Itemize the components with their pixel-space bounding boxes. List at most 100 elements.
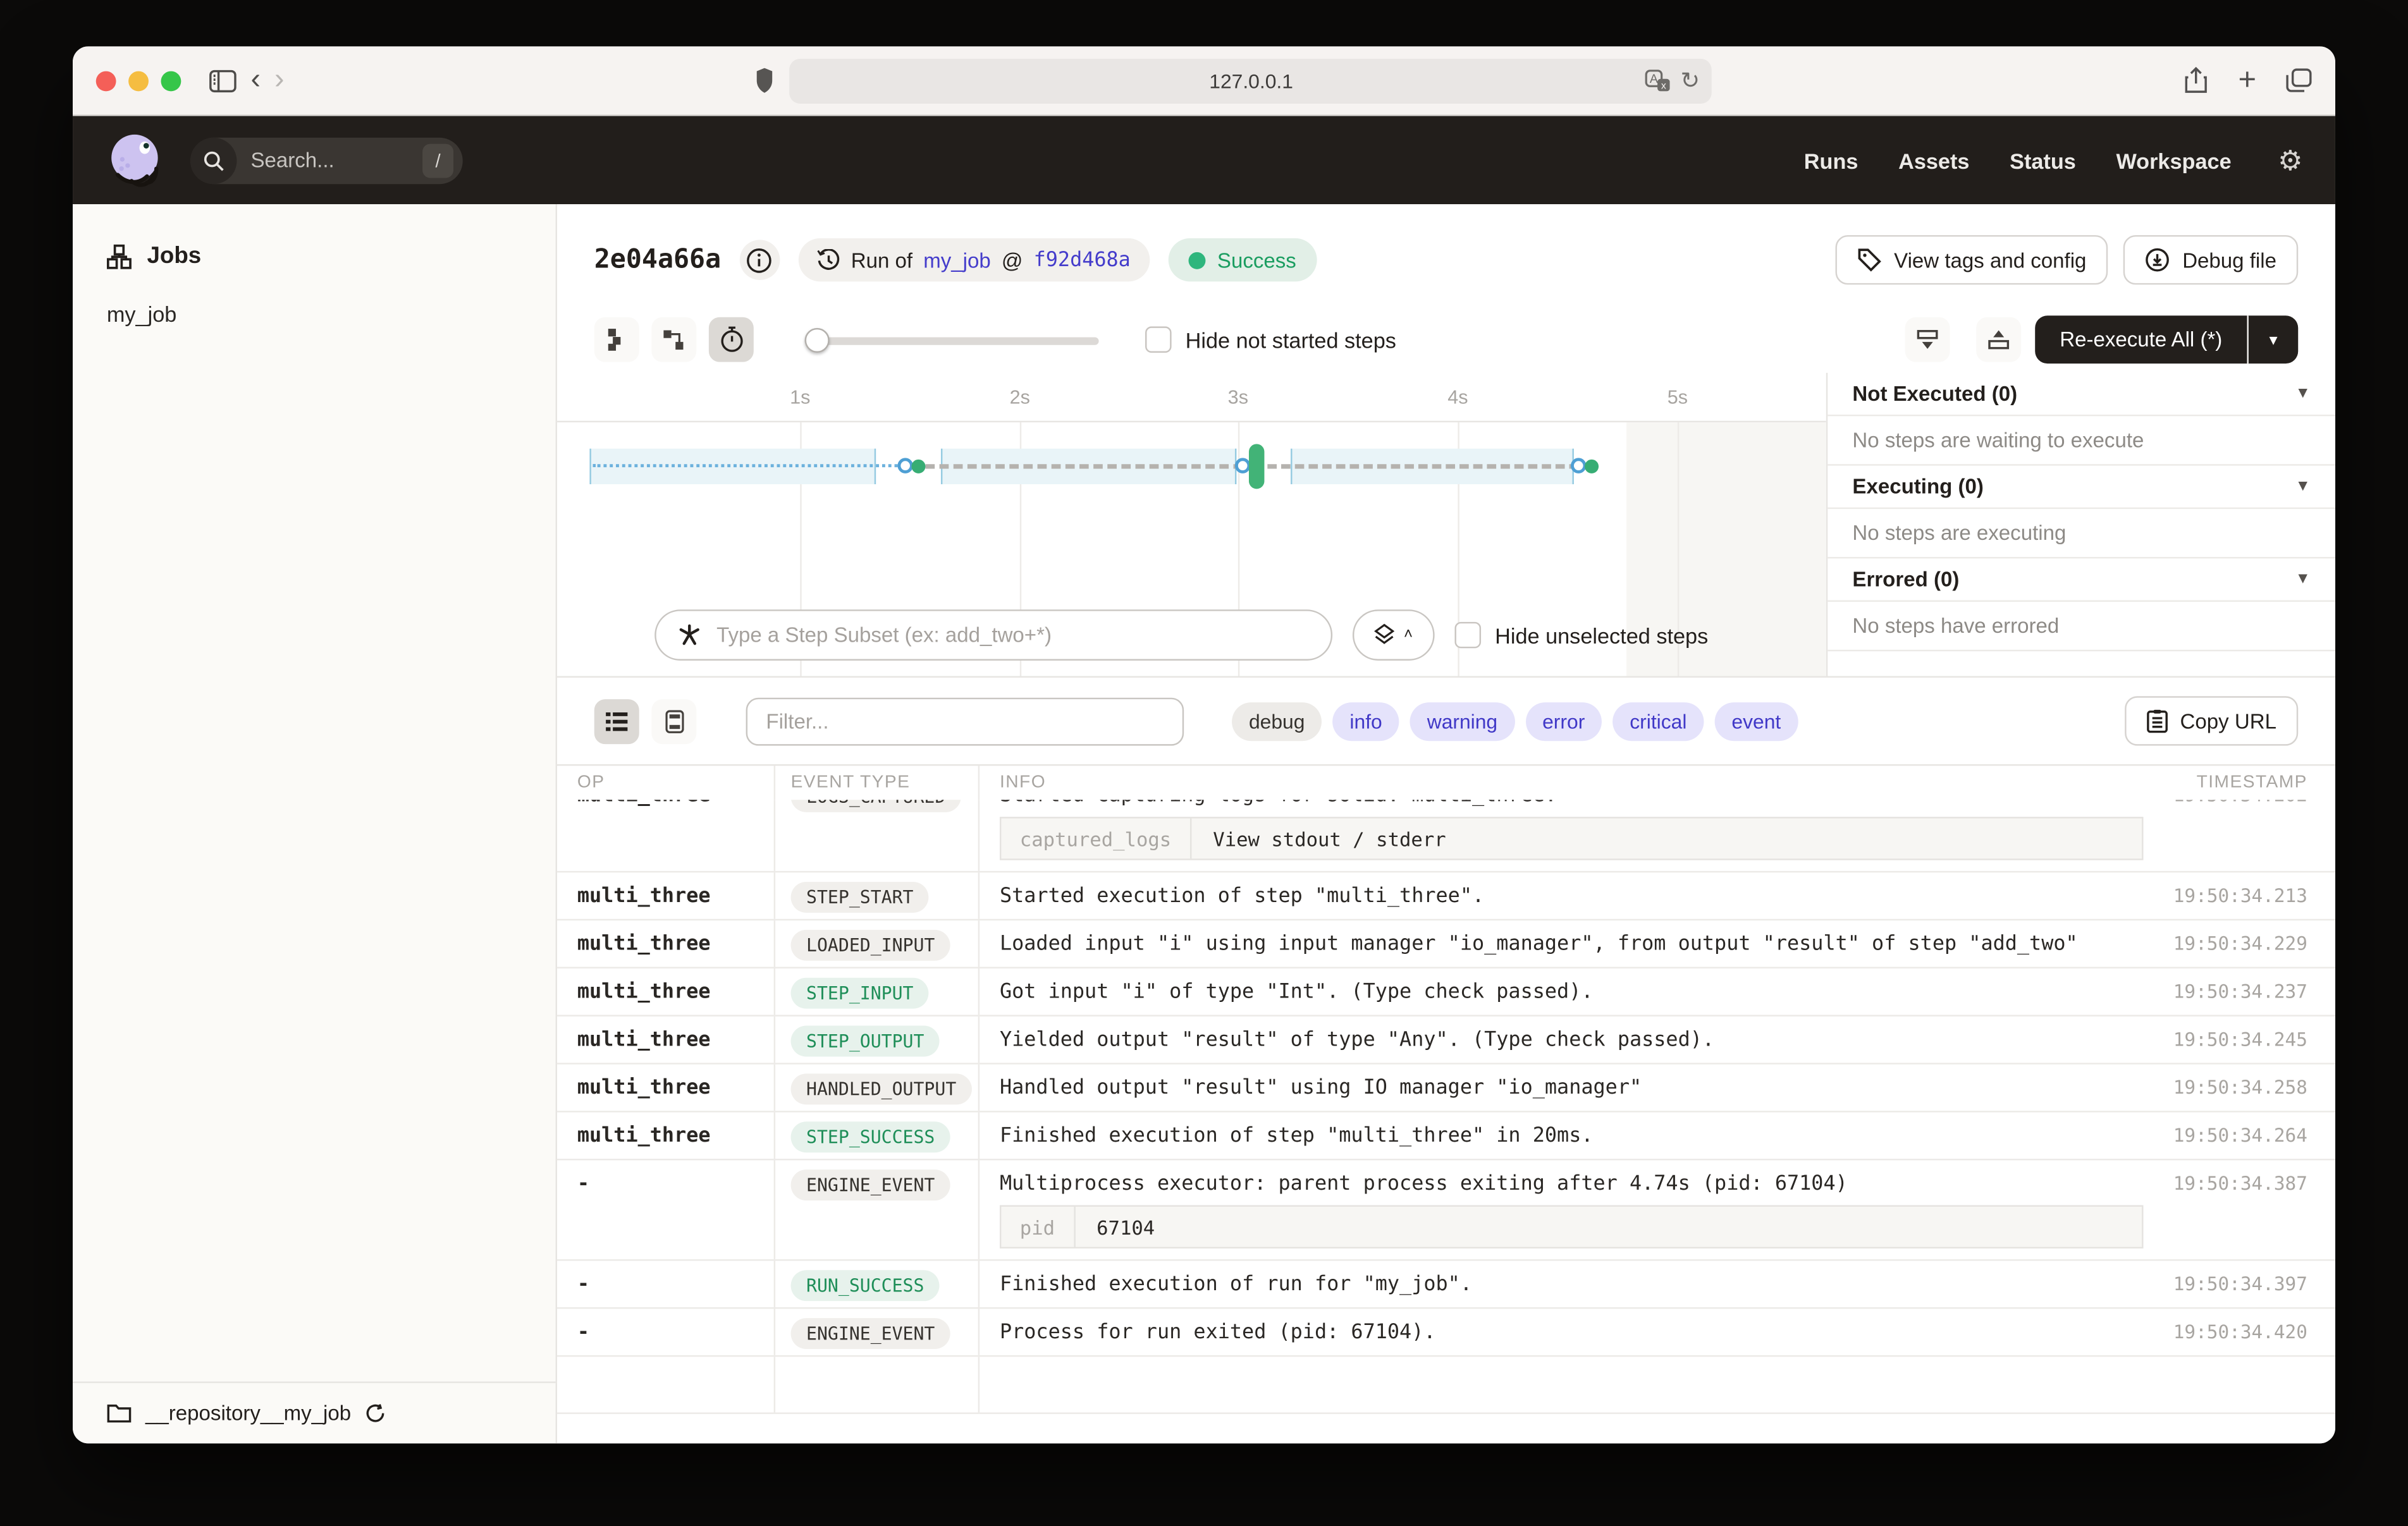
svg-text:x: x bbox=[1661, 80, 1666, 91]
new-tab-icon[interactable]: + bbox=[2238, 63, 2257, 97]
column-header-event-type: EVENT TYPE bbox=[775, 766, 980, 800]
tab-overview-icon[interactable] bbox=[2286, 68, 2313, 93]
level-badge-info[interactable]: info bbox=[1332, 701, 1399, 741]
share-icon[interactable] bbox=[2184, 66, 2209, 94]
graph-query-toggle-button[interactable]: ˄ bbox=[1352, 609, 1435, 661]
nav-workspace[interactable]: Workspace bbox=[2116, 147, 2232, 173]
dagster-logo-icon[interactable] bbox=[105, 131, 164, 190]
panel-empty-message: No steps are waiting to execute bbox=[1828, 416, 2335, 466]
traffic-lights bbox=[95, 70, 181, 91]
search-shortcut-key: / bbox=[422, 143, 454, 178]
zoom-slider[interactable] bbox=[804, 327, 1099, 352]
log-toolbar: Filter... debug info warning error criti… bbox=[557, 678, 2335, 764]
log-row[interactable]: multi_three LOADED_INPUT Loaded input "i… bbox=[557, 920, 2335, 969]
jobs-icon bbox=[106, 243, 132, 269]
reload-icon[interactable]: ↻ bbox=[1680, 67, 1700, 94]
level-badge-debug[interactable]: debug bbox=[1232, 701, 1322, 741]
event-type-badge: LOGS_CAPTURED bbox=[790, 800, 961, 812]
log-table-body[interactable]: multi_three LOGS_CAPTURED Started captur… bbox=[557, 800, 2335, 1443]
minimize-window-button[interactable] bbox=[128, 70, 149, 91]
log-filter-input[interactable]: Filter... bbox=[746, 697, 1184, 745]
gantt-toolbar: Hide not started steps Re-execute All (*… bbox=[557, 307, 2335, 373]
log-row[interactable]: - RUN_SUCCESS Finished execution of run … bbox=[557, 1260, 2335, 1309]
view-flat-button[interactable] bbox=[594, 317, 639, 362]
chevron-down-icon[interactable]: ▼ bbox=[2295, 478, 2311, 496]
sidebar-item-my-job[interactable]: my_job bbox=[106, 302, 177, 327]
log-row[interactable]: multi_three HANDLED_OUTPUT Handled outpu… bbox=[557, 1064, 2335, 1113]
panel-section-executing[interactable]: Executing (0) ▼ bbox=[1828, 466, 2335, 510]
view-waterfall-button[interactable] bbox=[651, 317, 697, 362]
reexecute-dropdown-caret[interactable]: ▼ bbox=[2247, 315, 2299, 364]
run-info-icon[interactable] bbox=[739, 240, 780, 280]
run-of-pill[interactable]: Run of my_job @ f92d468a bbox=[798, 238, 1150, 282]
log-row[interactable]: multi_three LOGS_CAPTURED Started captur… bbox=[557, 800, 2335, 873]
history-icon bbox=[817, 248, 840, 272]
op-selector-icon bbox=[678, 623, 701, 647]
log-view-list-button[interactable] bbox=[594, 698, 639, 743]
settings-gear-icon[interactable]: ⚙ bbox=[2278, 144, 2303, 176]
hide-unselected-checkbox[interactable] bbox=[1454, 621, 1482, 649]
run-page: 2e04a66a Run of my_job @ bbox=[557, 204, 2335, 1444]
commit-link[interactable]: f92d468a bbox=[1033, 248, 1131, 272]
log-row[interactable]: - ENGINE_EVENT Multiprocess executor: pa… bbox=[557, 1160, 2335, 1261]
slider-knob[interactable] bbox=[804, 327, 830, 352]
event-type-badge: STEP_SUCCESS bbox=[790, 1121, 950, 1153]
expand-all-icon[interactable] bbox=[1976, 317, 2022, 362]
collapse-all-icon[interactable] bbox=[1905, 317, 1950, 362]
step-status-panel: Not Executed (0) ▼ No steps are waiting … bbox=[1826, 372, 2335, 676]
panel-section-not-executed[interactable]: Not Executed (0) ▼ bbox=[1828, 373, 2335, 417]
log-row[interactable]: multi_three STEP_SUCCESS Finished execut… bbox=[557, 1112, 2335, 1161]
level-badge-critical[interactable]: critical bbox=[1612, 701, 1704, 741]
slider-track[interactable] bbox=[804, 336, 1099, 345]
gantt-marker-dot bbox=[897, 458, 913, 473]
global-search-input[interactable]: Search... / bbox=[190, 137, 463, 184]
nav-runs[interactable]: Runs bbox=[1803, 147, 1858, 173]
search-icon bbox=[190, 137, 237, 184]
job-link[interactable]: my_job bbox=[923, 248, 991, 272]
chevron-down-icon[interactable]: ▼ bbox=[2295, 571, 2311, 588]
log-row[interactable]: multi_three STEP_START Started execution… bbox=[557, 872, 2335, 921]
svg-text:A: A bbox=[1650, 72, 1659, 86]
view-stdout-stderr-link[interactable]: View stdout / stderr bbox=[1213, 827, 1446, 850]
view-tags-config-button[interactable]: View tags and config bbox=[1835, 235, 2108, 285]
repository-footer[interactable]: __repository__my_job bbox=[73, 1381, 556, 1443]
level-badge-warning[interactable]: warning bbox=[1410, 701, 1515, 741]
nav-assets[interactable]: Assets bbox=[1898, 147, 1970, 173]
reload-repository-icon[interactable] bbox=[365, 1403, 385, 1424]
log-view-structured-button[interactable] bbox=[651, 698, 697, 743]
captured-logs-box[interactable]: captured_logs View stdout / stderr bbox=[999, 817, 2144, 860]
hide-not-started-checkbox[interactable] bbox=[1145, 326, 1172, 353]
log-row[interactable]: - ENGINE_EVENT Process for run exited (p… bbox=[557, 1309, 2335, 1357]
chevron-down-icon[interactable]: ▼ bbox=[2295, 385, 2311, 403]
level-badge-event[interactable]: event bbox=[1714, 701, 1798, 741]
view-timed-button[interactable] bbox=[708, 317, 754, 362]
close-window-button[interactable] bbox=[95, 70, 116, 91]
run-of-label: Run of bbox=[851, 248, 913, 272]
maximize-window-button[interactable] bbox=[161, 70, 181, 91]
level-badge-error[interactable]: error bbox=[1525, 701, 1602, 741]
nav-status[interactable]: Status bbox=[2010, 147, 2076, 173]
step-subset-placeholder: Type a Step Subset (ex: add_two+*) bbox=[716, 623, 1052, 647]
caret-up-icon: ˄ bbox=[1403, 626, 1413, 644]
copy-url-button[interactable]: Copy URL bbox=[2124, 696, 2299, 746]
event-type-badge: RUN_SUCCESS bbox=[790, 1270, 940, 1302]
axis-tick: 4s bbox=[1447, 386, 1468, 409]
at-symbol: @ bbox=[1001, 248, 1023, 272]
debug-file-button[interactable]: Debug file bbox=[2123, 235, 2299, 285]
back-button[interactable]: ‹ bbox=[250, 63, 261, 96]
reexecute-all-button[interactable]: Re-execute All (*) bbox=[2035, 315, 2247, 364]
sidebar-toggle-icon[interactable] bbox=[209, 69, 236, 92]
panel-section-errored[interactable]: Errored (0) ▼ bbox=[1828, 558, 2335, 602]
log-row[interactable]: multi_three STEP_INPUT Got input "i" of … bbox=[557, 968, 2335, 1016]
hide-not-started-row: Hide not started steps bbox=[1145, 326, 1396, 353]
gantt-step-bar-multi-three[interactable] bbox=[1248, 444, 1265, 489]
run-status-badge: Success bbox=[1167, 238, 1317, 282]
column-header-timestamp: TIMESTAMP bbox=[2196, 773, 2307, 793]
gantt-chart[interactable]: 1s 2s 3s 4s 5s bbox=[557, 373, 1826, 676]
log-row[interactable]: multi_three STEP_OUTPUT Yielded output "… bbox=[557, 1016, 2335, 1065]
step-subset-input[interactable]: Type a Step Subset (ex: add_two+*) bbox=[654, 609, 1333, 661]
forward-button[interactable]: › bbox=[274, 63, 285, 96]
